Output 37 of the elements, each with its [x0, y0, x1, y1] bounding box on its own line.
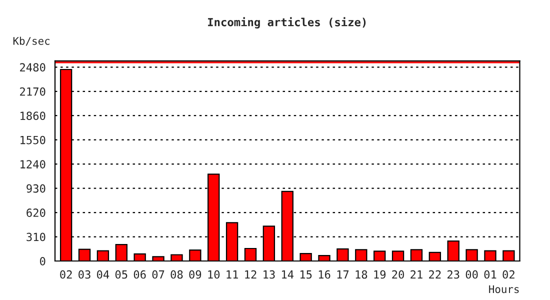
x-tick-label: 17	[337, 270, 349, 279]
y-tick-label: 1860	[20, 112, 46, 120]
x-tick-label: 23	[447, 270, 460, 279]
chart-title: Incoming articles (size)	[208, 17, 366, 28]
x-tick-label: 21	[410, 270, 422, 279]
x-tick-label: 02	[502, 270, 514, 279]
x-tick-label: 01	[484, 270, 496, 279]
x-tick-label: 02	[60, 270, 72, 279]
x-tick-label: 19	[374, 270, 386, 279]
x-tick-label: 08	[170, 270, 183, 279]
x-tick-label: 22	[429, 270, 441, 279]
x-tick-label: 05	[115, 270, 128, 279]
y-tick-label: 0	[40, 257, 46, 266]
y-tick-label: 1550	[20, 136, 46, 144]
x-tick-label: 00	[466, 270, 478, 279]
x-tick-label: 13	[264, 270, 275, 279]
x-tick-label: 07	[152, 270, 164, 279]
x-axis-title: Hours	[489, 285, 519, 294]
x-tick-label: 11	[226, 270, 238, 279]
y-tick-label: 620	[26, 208, 46, 217]
x-tick-label: 15	[300, 270, 312, 279]
x-tick-label: 18	[356, 270, 368, 279]
y-tick-label: 2480	[20, 63, 46, 72]
x-tick-label: 14	[282, 270, 294, 279]
y-tick-label: 930	[26, 184, 46, 193]
x-tick-label: 16	[318, 270, 330, 279]
x-tick-label: 12	[245, 270, 256, 279]
x-tick-label: 10	[208, 270, 220, 279]
x-tick-label: 03	[78, 270, 90, 279]
x-tick-label: 06	[134, 270, 146, 279]
x-tick-label: 04	[96, 270, 110, 279]
x-tick-label: 09	[189, 270, 202, 279]
y-tick-label: 2170	[20, 87, 46, 96]
y-tick-label: 310	[26, 232, 46, 242]
y-axis-title: Kb/sec	[13, 36, 50, 46]
y-tick-label: 1240	[20, 160, 46, 168]
x-tick-label: 20	[392, 270, 404, 279]
